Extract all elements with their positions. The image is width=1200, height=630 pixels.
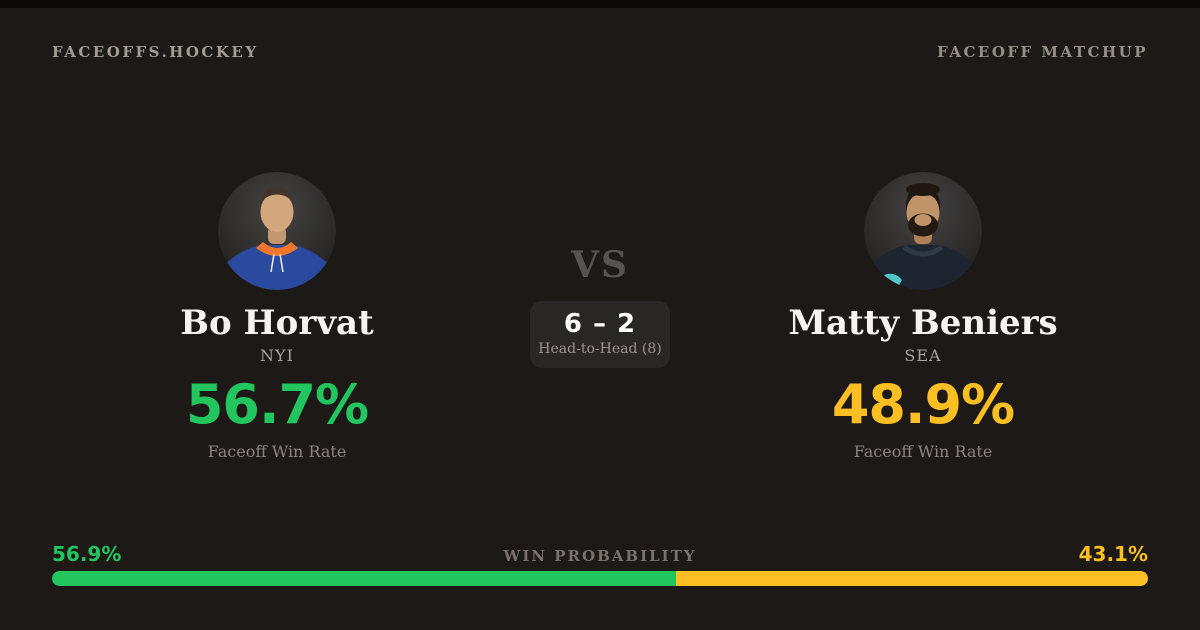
player-avatar-right [864, 172, 982, 290]
vs-label: VS [571, 244, 629, 286]
head-to-head-score: 6 – 2 [563, 308, 637, 339]
faceoff-win-rate-value: 56.7% [185, 373, 369, 437]
faceoff-win-rate-label: Faceoff Win Rate [853, 442, 993, 462]
player-team: SEA [904, 346, 942, 366]
win-probability-title: WIN PROBABILITY [503, 547, 697, 565]
brand-wordmark: FACEOFFS.HOCKEY [52, 43, 259, 61]
win-probability-left-value: 56.9% [52, 542, 122, 566]
player-card-left: Bo Horvat NYI 56.7% Faceoff Win Rate [77, 172, 477, 461]
head-to-head-box: 6 – 2 Head-to-Head (8) [530, 300, 670, 369]
faceoff-win-rate-label: Faceoff Win Rate [207, 442, 347, 462]
win-probability-right-value: 43.1% [1078, 542, 1148, 566]
win-probability-left-segment [52, 571, 676, 586]
player-name: Bo Horvat [180, 303, 374, 343]
win-probability-labels: 56.9% WIN PROBABILITY 43.1% [52, 542, 1148, 566]
faceoff-win-rate-value: 48.9% [831, 373, 1015, 437]
head-to-head-label: Head-to-Head (8) [538, 341, 662, 358]
win-probability-bar [52, 571, 1148, 586]
player-name: Matty Beniers [788, 303, 1058, 343]
matchup-center: VS 6 – 2 Head-to-Head (8) [490, 244, 710, 369]
win-probability-right-segment [675, 571, 1148, 586]
page-title: FACEOFF MATCHUP [937, 43, 1148, 61]
player-avatar-left [218, 172, 336, 290]
top-accent-strip [0, 0, 1200, 8]
player-card-right: Matty Beniers SEA 48.9% Faceoff Win Rate [723, 172, 1123, 461]
player-team: NYI [260, 346, 294, 366]
